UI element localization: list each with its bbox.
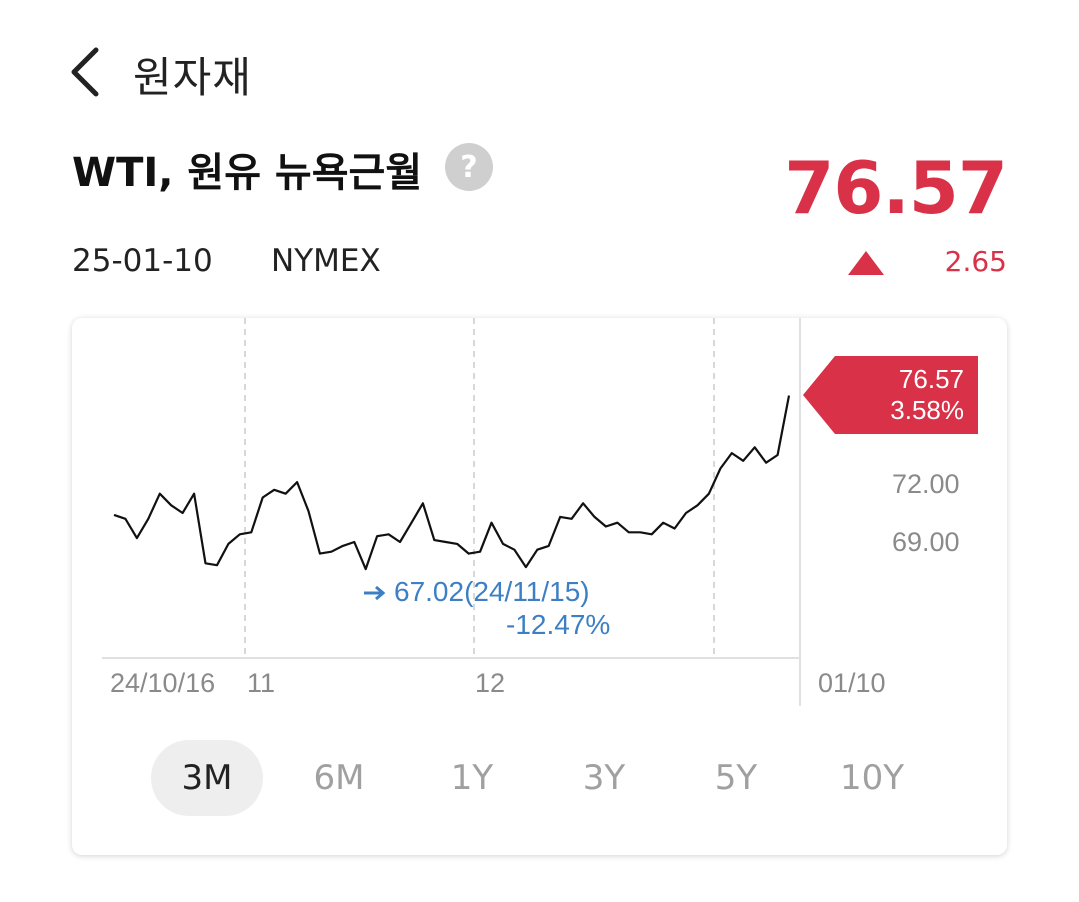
x-tick-label: 24/10/16 <box>110 668 215 698</box>
y-tick-label: 69.00 <box>892 527 960 557</box>
header-bar: 원자재 <box>0 0 1079 140</box>
tab-1y[interactable]: 1Y <box>450 758 494 798</box>
tab-3m[interactable]: 3M <box>151 740 263 816</box>
price-chart[interactable]: 72.00 69.00 24/10/16 11 12 01/10 67.02(2… <box>72 318 1007 855</box>
instrument-name: WTI, 원유 뉴욕근월 <box>72 150 423 196</box>
page-title: 원자재 <box>133 53 252 102</box>
price-change: 2.65 <box>944 245 1007 278</box>
x-tick-label: 01/10 <box>818 668 886 698</box>
price-line <box>113 395 791 571</box>
x-tick-label: 11 <box>247 668 275 698</box>
badge-pct: 3.58% <box>890 395 964 425</box>
up-triangle-icon <box>848 251 884 275</box>
tab-6m[interactable]: 6M <box>313 758 365 798</box>
x-tick-label: 12 <box>475 668 505 698</box>
tab-5y[interactable]: 5Y <box>714 758 758 798</box>
badge-price: 76.57 <box>899 364 964 394</box>
current-price: 76.57 <box>784 146 1008 230</box>
period-tabs: 3M 6M 1Y 3Y 5Y 10Y <box>72 740 1007 816</box>
arrow-right-icon <box>364 585 386 601</box>
y-tick-label: 72.00 <box>892 469 960 499</box>
exchange-name: NYMEX <box>271 243 381 279</box>
chevron-left-icon[interactable] <box>62 44 112 100</box>
tab-10y[interactable]: 10Y <box>839 758 905 798</box>
low-price-marker: 67.02(24/11/15) -12.47% <box>364 576 610 640</box>
tab-3y[interactable]: 3Y <box>582 758 626 798</box>
low-price-text: 67.02(24/11/15) <box>394 576 590 607</box>
low-price-pct: -12.47% <box>506 609 610 640</box>
question-circle-icon[interactable]: ? <box>445 143 493 191</box>
quote-date: 25-01-10 <box>72 243 213 279</box>
current-price-badge: 76.57 3.58% <box>803 356 978 434</box>
